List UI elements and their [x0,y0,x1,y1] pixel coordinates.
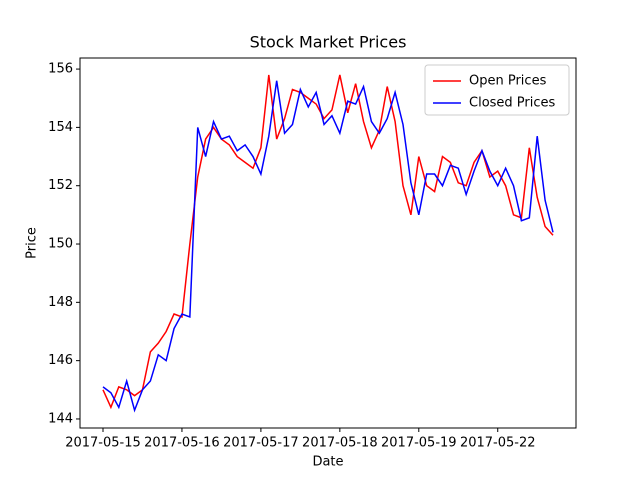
legend-label: Closed Prices [469,96,556,111]
y-tick-label: 146 [48,353,73,368]
plot-frame [79,57,577,429]
y-axis-label: Price [25,227,40,259]
y-tick-label: 144 [48,411,73,426]
x-tick-label: 2017-05-17 [223,436,299,451]
x-axis-label: Date [312,455,343,470]
chart-title: Stock Market Prices [250,33,407,52]
line-series [102,80,554,413]
x-tick-label: 2017-05-15 [65,436,141,451]
y-tick-label: 150 [48,237,73,252]
x-tick-label: 2017-05-22 [460,436,536,451]
x-tick-label: 2017-05-19 [381,436,457,451]
x-tick-label: 2017-05-16 [144,436,220,451]
y-tick-label: 148 [48,295,73,310]
line-series [102,74,554,410]
y-tick-label: 154 [48,120,73,135]
x-tick-label: 2017-05-18 [302,436,378,451]
y-tick-label: 152 [48,178,73,193]
y-tick-label: 156 [48,62,73,77]
legend-label: Open Prices [469,74,547,89]
